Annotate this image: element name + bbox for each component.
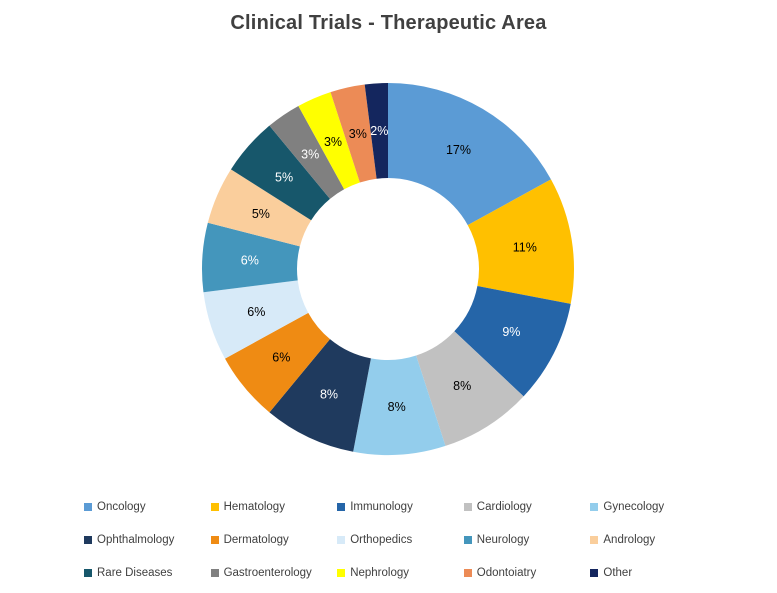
legend-label: Odontoiatry — [476, 567, 537, 579]
legend-swatch-icon — [337, 569, 346, 577]
legend-label: Cardiology — [476, 501, 532, 513]
legend-label: Immunology — [350, 501, 413, 513]
legend-item-orthopedics[interactable]: Orthopedics — [337, 530, 464, 550]
legend-item-andrology[interactable]: Andrology — [590, 530, 717, 550]
legend-swatch-icon — [84, 536, 92, 544]
data-label-dermatology: 6% — [272, 350, 290, 364]
legend-swatch-icon — [590, 569, 599, 577]
legend-item-nephrology[interactable]: Nephrology — [337, 563, 464, 583]
legend-swatch-icon — [463, 536, 472, 544]
legend-label: Rare Diseases — [97, 567, 173, 579]
legend-label: Gynecology — [603, 501, 665, 513]
legend-item-odontoiatry[interactable]: Odontoiatry — [463, 563, 591, 583]
donut-slice-oncology[interactable] — [388, 83, 551, 226]
legend-swatch-icon — [337, 503, 346, 511]
data-label-orthopedics: 6% — [247, 305, 265, 319]
chart-title: Clinical Trials - Therapeutic Area — [230, 12, 547, 34]
donut-slice-ophthalmology[interactable] — [269, 339, 371, 452]
legend-swatch-icon — [463, 503, 472, 511]
legend-item-ophthalmology[interactable]: Ophthalmology — [84, 530, 211, 550]
legend-label: Neurology — [476, 534, 530, 546]
legend-label: Ophthalmology — [97, 534, 175, 546]
legend-item-gastroenterology[interactable]: Gastroenterology — [210, 563, 338, 583]
donut-slice-neurology[interactable] — [202, 222, 300, 293]
data-label-odontoiatry: 3% — [349, 127, 367, 141]
legend-item-gynecology[interactable]: Gynecology — [590, 497, 717, 517]
legend-swatch-icon — [590, 536, 599, 544]
data-label-gynecology: 8% — [388, 400, 406, 414]
donut-slice-cardiology[interactable] — [416, 331, 524, 446]
donut-slice-odontoiatry[interactable] — [330, 84, 377, 183]
legend-swatch-icon — [84, 503, 92, 511]
donut-slice-andrology[interactable] — [207, 169, 312, 247]
legend-label: Orthopedics — [350, 534, 413, 546]
data-label-oncology: 17% — [446, 143, 471, 157]
donut-slice-orthopedics[interactable] — [203, 280, 309, 359]
chart-legend: Oncology Hematology Immunology Cardiology Gy… — [84, 497, 717, 583]
legend-item-cardiology[interactable]: Cardiology — [463, 497, 591, 517]
legend-item-immunology[interactable]: Immunology — [337, 497, 464, 517]
donut-slice-other[interactable] — [364, 83, 388, 179]
legend-swatch-icon — [210, 503, 219, 511]
legend-label: Oncology — [97, 501, 146, 513]
data-label-ophthalmology: 8% — [320, 387, 338, 401]
legend-label: Dermatology — [223, 534, 289, 546]
legend-item-rare-diseases[interactable]: Rare Diseases — [84, 563, 211, 583]
data-label-gastroenterology: 3% — [301, 147, 319, 161]
legend-item-oncology[interactable]: Oncology — [84, 497, 211, 517]
legend-item-other[interactable]: Other — [590, 563, 717, 583]
donut-chart: 17%11%9%8%8%8%6%6%6%5%5%3%3%3% 2% — [202, 83, 575, 456]
legend-label: Gastroenterology — [223, 567, 312, 579]
legend-label: Nephrology — [350, 567, 410, 579]
data-label-hematology: 11% — [513, 240, 537, 254]
legend-swatch-icon — [210, 569, 219, 577]
donut-slice-nephrology[interactable] — [298, 92, 360, 190]
legend-label: Hematology — [223, 501, 285, 513]
legend-item-hematology[interactable]: Hematology — [210, 497, 338, 517]
legend-swatch-icon — [590, 503, 599, 511]
legend-swatch-icon — [337, 536, 346, 544]
donut-slice-gastroenterology[interactable] — [269, 106, 345, 199]
donut-slice-dermatology[interactable] — [225, 312, 330, 413]
legend-swatch-icon — [84, 569, 92, 577]
donut-slice-hematology[interactable] — [467, 179, 575, 304]
donut-slice-gynecology[interactable] — [353, 355, 446, 456]
donut-slice-immunology[interactable] — [454, 286, 571, 397]
legend-item-neurology[interactable]: Neurology — [463, 530, 591, 550]
data-label-neurology: 6% — [241, 253, 259, 267]
legend-label: Other — [603, 567, 633, 579]
data-label-other: 2% — [370, 124, 388, 138]
legend-swatch-icon — [463, 569, 472, 577]
legend-label: Andrology — [603, 534, 656, 546]
data-label-nephrology: 3% — [324, 135, 342, 149]
data-label-andrology: 5% — [252, 207, 270, 221]
data-label-immunology: 9% — [502, 325, 520, 339]
legend-item-dermatology[interactable]: Dermatology — [210, 530, 338, 550]
donut-slice-rare-diseases[interactable] — [230, 125, 330, 221]
data-label-rare-diseases: 5% — [275, 170, 293, 184]
legend-swatch-icon — [210, 536, 219, 544]
data-label-cardiology: 8% — [453, 379, 471, 393]
